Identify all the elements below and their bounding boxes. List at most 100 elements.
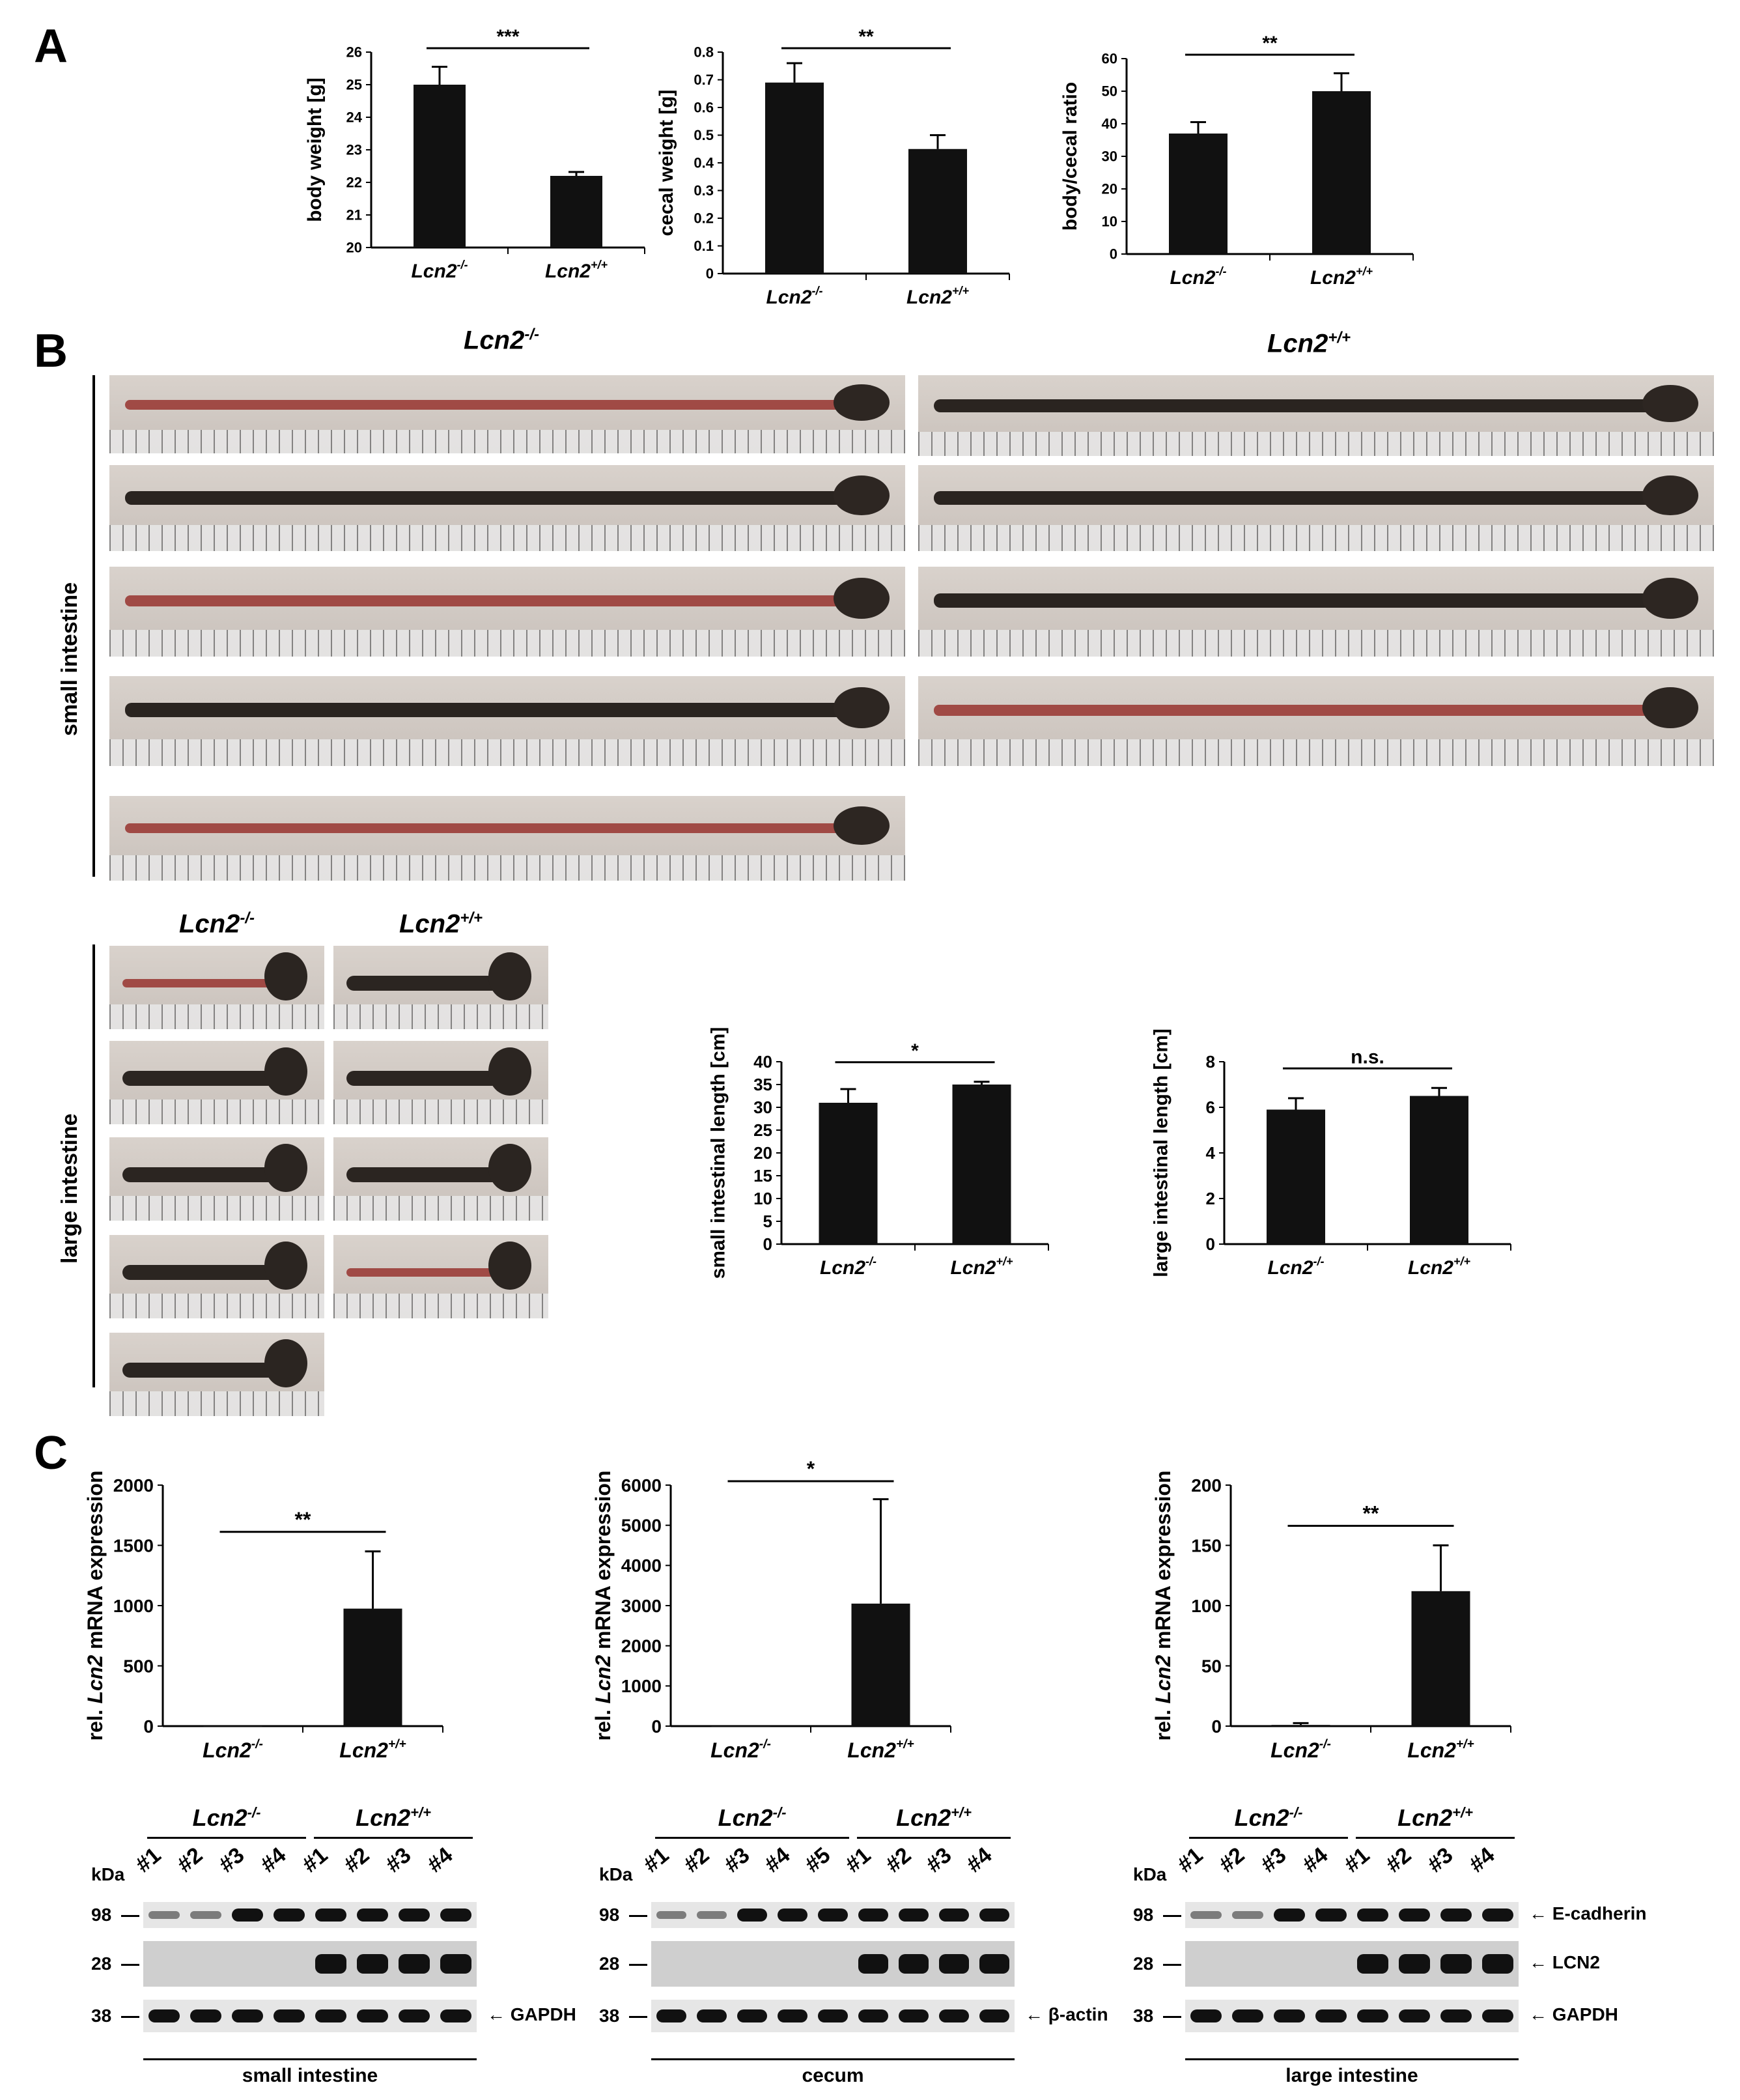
large-intestine-label: large intestine [57,1113,82,1264]
y-tick-label: 4 [1206,1143,1216,1163]
lane-label: #3 [214,1842,249,1878]
blot-band [858,1908,888,1922]
photo-small-wt-2 [918,465,1714,551]
chart-body-cecal-ratio: 0 10 20 30 40 50 60 Lcn2-/- Lcn2+/+ ** body/cecal … [1059,33,1414,289]
blot-band [399,1954,430,1974]
x-tick-label: Lcn2+/+ [906,285,970,309]
y-axis-label: rel. Lcn2 mRNA expression [83,1471,107,1741]
photo-small-ko-5 [109,796,905,881]
footer-label: large intestine [1285,2065,1418,2086]
y-tick-label: 0 [1211,1716,1222,1737]
bar [819,1103,878,1244]
photo-small-ko-1 [109,375,905,453]
kda-tick [629,1964,647,1966]
blot-band [190,2009,221,2022]
lane-label: #1 [1172,1842,1208,1878]
y-tick-label: 21 [346,207,362,223]
blot-band [357,1954,388,1974]
blot-band [274,1908,305,1922]
y-tick-label: 0.5 [694,127,714,143]
y-tick-label: 8 [1206,1052,1215,1071]
y-tick-label: 10 [753,1189,772,1208]
blot-band [1482,1954,1513,1974]
bar [1312,91,1371,254]
blot-band [232,1908,263,1922]
blot-group-ko-line [655,1837,849,1839]
y-tick-label: 26 [346,44,362,61]
y-axis-label: rel. Lcn2 mRNA expression [1151,1471,1175,1741]
y-tick-label: 15 [753,1166,772,1185]
significance-label: ** [1262,33,1278,54]
y-tick-label: 0.8 [694,44,714,61]
blot-band [656,1911,686,1919]
photo-small-wt-3 [918,567,1714,657]
y-tick-label: 0.7 [694,72,714,88]
blot-group-ko-line [147,1837,306,1839]
significance-label: *** [496,26,519,48]
y-tick-label: 5000 [621,1515,662,1535]
y-tick-label: 0 [651,1716,662,1737]
blot-group-wt-line [1356,1837,1515,1839]
bar [1271,1725,1330,1726]
lane-label: #2 [172,1842,208,1878]
blot-band [1357,2009,1388,2022]
blot-band [274,2009,305,2022]
blot-band [1315,1908,1347,1922]
small-intestine-label: small intestine [57,582,82,736]
x-tick-label: Lcn2+/+ [545,259,608,283]
y-axis-label: large intestinal length [cm] [1150,1029,1172,1277]
blot-group-wt-line [857,1837,1011,1839]
blot-group-ko-line [1189,1837,1348,1839]
lane-label: #2 [1381,1842,1416,1878]
blot-band [148,1911,180,1919]
lane-label: #3 [1422,1842,1458,1878]
x-tick-label: Lcn2-/- [766,285,822,309]
blot-band [979,2009,1009,2022]
x-tick-label: Lcn2-/- [411,259,468,283]
blot-band [1399,1908,1430,1922]
y-tick-label: 60 [1102,51,1117,67]
footer-line [143,2058,477,2060]
blot-group-ko: Lcn2-/- [1234,1804,1303,1831]
blot-band [315,1908,346,1922]
bar [1169,134,1228,254]
footer-label: cecum [802,2065,864,2086]
arrow-label: ← GAPDH [487,2004,576,2024]
blot-band [440,2009,471,2022]
small-intestine-bracket [92,375,95,877]
arrow-label: ← β-actin [1025,2004,1108,2024]
y-tick-label: 25 [346,77,362,93]
blot-cecum: Lcn2-/- Lcn2+/+ kDa #1 #2 #3 #4 #5 #1 #2 #3 #4 98 28 3… [599,1804,1133,2091]
x-tick-label: Lcn2-/- [203,1738,263,1762]
blot-band [1232,1911,1263,1919]
x-tick-label: Lcn2+/+ [847,1738,914,1762]
y-tick-label: 200 [1191,1475,1222,1496]
bar [765,82,824,274]
lane-label: #2 [679,1842,714,1878]
chart-mrna-large: 0 50 100 150 200 Lcn2-/- Lcn2+/+ ** rel. Lcn2 mR… [1151,1471,1511,1762]
kda-tick [121,2016,139,2018]
chart-cecal-weight: 0 0.1 0.2 0.3 0.4 0.5 0.6 0.7 0.8 Lcn2-/- Lcn2+/+ *… [656,26,1010,309]
y-axis-label: rel. Lcn2 mRNA expression [591,1471,615,1741]
blot-band [440,1908,471,1922]
y-tick-label: 2 [1206,1189,1215,1208]
blot-band [656,2009,686,2022]
y-tick-label: 5 [763,1212,772,1231]
arrow-label: ← GAPDH [1529,2004,1618,2024]
x-tick-label: Lcn2+/+ [1408,1255,1471,1279]
blot-band [737,2009,767,2022]
y-tick-label: 35 [753,1075,772,1094]
lane-label: #1 [638,1842,674,1878]
kda-tick [1163,2016,1181,2018]
y-tick-label: 20 [753,1143,772,1163]
y-tick-label: 100 [1191,1596,1222,1616]
blot-band [697,2009,727,2022]
lane-label: #1 [130,1842,166,1878]
blot-band [1440,2009,1472,2022]
photo-large-wt-3 [333,1137,548,1221]
y-tick-label: 0.3 [694,182,714,199]
lane-label: #4 [255,1842,291,1878]
photo-large-ko-4 [109,1235,324,1318]
chart-mrna-cecum: 0 1000 2000 3000 4000 5000 6000 Lcn2-/- Lcn2+/+ *… [591,1457,951,1762]
panel-letter-b: B [34,325,68,377]
